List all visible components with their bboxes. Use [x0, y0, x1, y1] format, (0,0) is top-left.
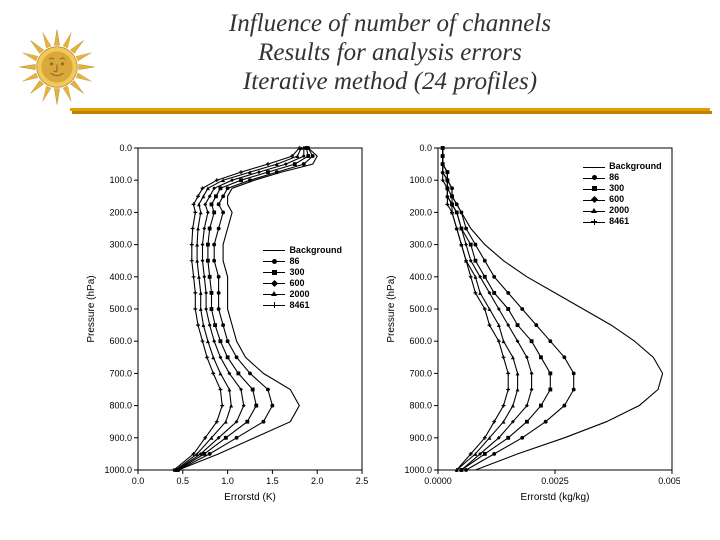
svg-text:100.0: 100.0: [109, 175, 132, 185]
chart-area: 0.0 100.0 200.0 300.0 400.0 500.0 600.0 700.0 80…: [80, 140, 680, 510]
legend-item-Background: Background: [583, 161, 662, 172]
svg-text:700.0: 700.0: [109, 368, 132, 378]
svg-text:0.0050: 0.0050: [658, 476, 680, 486]
legend-item-2000: 2000: [583, 205, 662, 216]
svg-text:1000.0: 1000.0: [104, 465, 132, 475]
svg-text:Pressure (hPa): Pressure (hPa): [86, 275, 97, 342]
left-chart-panel: 0.0 100.0 200.0 300.0 400.0 500.0 600.0 700.0 80…: [80, 140, 370, 510]
legend-item-2000: 2000: [263, 289, 342, 300]
svg-text:0.0: 0.0: [119, 143, 132, 153]
svg-text:1000.0: 1000.0: [404, 465, 432, 475]
svg-text:100.0: 100.0: [409, 175, 432, 185]
svg-text:600.0: 600.0: [109, 336, 132, 346]
svg-text:500.0: 500.0: [409, 304, 432, 314]
svg-text:900.0: 900.0: [109, 433, 132, 443]
svg-text:0.0: 0.0: [419, 143, 432, 153]
left-chart-legend: Background8630060020008461: [263, 245, 342, 311]
svg-text:0.0: 0.0: [132, 476, 145, 486]
title-line-2: Results for analysis errors: [110, 39, 670, 68]
svg-text:2.5: 2.5: [356, 476, 369, 486]
svg-text:2.0: 2.0: [311, 476, 324, 486]
legend-item-86: 86: [263, 256, 342, 267]
svg-text:0.0000: 0.0000: [424, 476, 452, 486]
svg-text:0.0025: 0.0025: [541, 476, 569, 486]
svg-text:800.0: 800.0: [409, 401, 432, 411]
svg-text:300.0: 300.0: [409, 240, 432, 250]
sun-bullet-icon: [18, 28, 96, 106]
svg-text:500.0: 500.0: [109, 304, 132, 314]
legend-item-86: 86: [583, 172, 662, 183]
legend-item-8461: 8461: [263, 300, 342, 311]
svg-text:400.0: 400.0: [409, 272, 432, 282]
legend-item-600: 600: [583, 194, 662, 205]
svg-text:200.0: 200.0: [109, 207, 132, 217]
legend-item-300: 300: [583, 183, 662, 194]
svg-text:Pressure (hPa): Pressure (hPa): [386, 275, 397, 342]
svg-text:1.5: 1.5: [266, 476, 279, 486]
legend-item-300: 300: [263, 267, 342, 278]
legend-item-600: 600: [263, 278, 342, 289]
svg-text:200.0: 200.0: [409, 207, 432, 217]
title-line-1: Influence of number of channels: [110, 10, 670, 39]
svg-text:900.0: 900.0: [409, 433, 432, 443]
svg-text:300.0: 300.0: [109, 240, 132, 250]
svg-text:800.0: 800.0: [109, 401, 132, 411]
svg-text:700.0: 700.0: [409, 368, 432, 378]
right-chart-panel: 0.0 100.0 200.0 300.0 400.0 500.0 600.0 700.0 80…: [380, 140, 680, 510]
slide-title: Influence of number of channels Results …: [110, 10, 670, 96]
svg-text:0.5: 0.5: [177, 476, 190, 486]
title-underline: [70, 108, 710, 111]
slide-root: Influence of number of channels Results …: [0, 0, 720, 540]
title-underline-shadow: [72, 111, 712, 114]
right-chart-legend: Background8630060020008461: [583, 161, 662, 227]
svg-text:1.0: 1.0: [221, 476, 234, 486]
left-chart-svg: 0.0 100.0 200.0 300.0 400.0 500.0 600.0 700.0 80…: [80, 140, 370, 510]
svg-text:Errorstd (K): Errorstd (K): [224, 492, 276, 503]
title-line-3: Iterative method (24 profiles): [110, 68, 670, 97]
svg-text:400.0: 400.0: [109, 272, 132, 282]
svg-text:Errorstd (kg/kg): Errorstd (kg/kg): [521, 492, 590, 503]
legend-item-Background: Background: [263, 245, 342, 256]
svg-text:600.0: 600.0: [409, 336, 432, 346]
legend-item-8461: 8461: [583, 216, 662, 227]
